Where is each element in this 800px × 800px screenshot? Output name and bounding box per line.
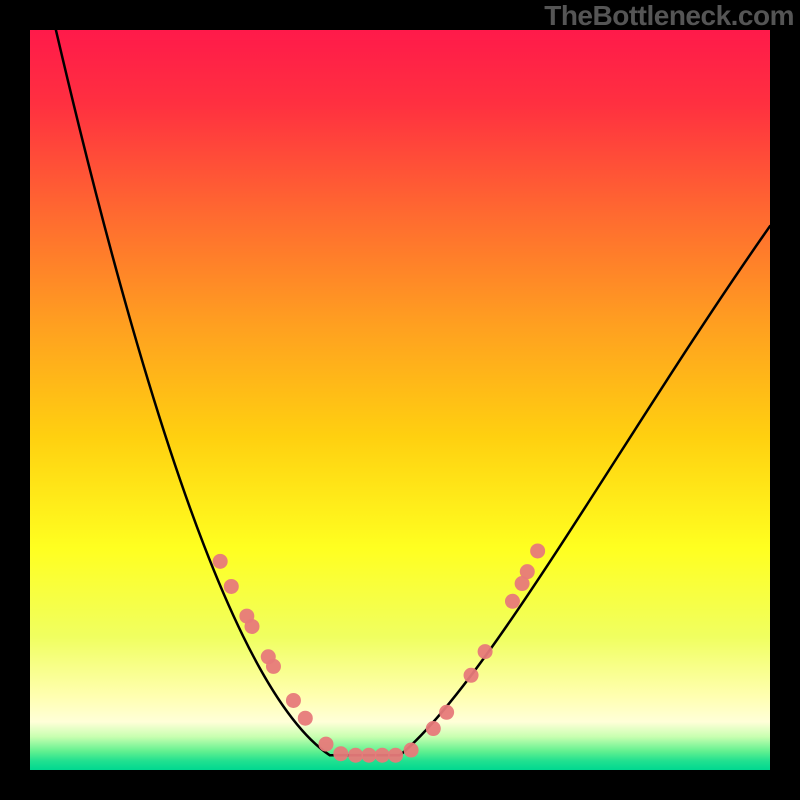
data-point — [426, 721, 441, 736]
data-point — [530, 543, 545, 558]
data-point — [388, 748, 403, 763]
data-point — [266, 659, 281, 674]
data-point — [478, 644, 493, 659]
data-point — [333, 746, 348, 761]
data-point — [375, 748, 390, 763]
data-point — [404, 743, 419, 758]
data-point — [464, 668, 479, 683]
data-point — [224, 579, 239, 594]
bottleneck-chart — [30, 30, 770, 770]
data-point — [348, 748, 363, 763]
data-point — [505, 594, 520, 609]
data-point — [361, 748, 376, 763]
data-point — [520, 564, 535, 579]
data-point — [439, 705, 454, 720]
chart-frame — [30, 30, 770, 770]
data-point — [286, 693, 301, 708]
data-point — [298, 711, 313, 726]
data-point — [319, 737, 334, 752]
gradient-background — [30, 30, 770, 770]
watermark-text: TheBottleneck.com — [544, 0, 794, 32]
data-point — [213, 554, 228, 569]
data-point — [245, 619, 260, 634]
